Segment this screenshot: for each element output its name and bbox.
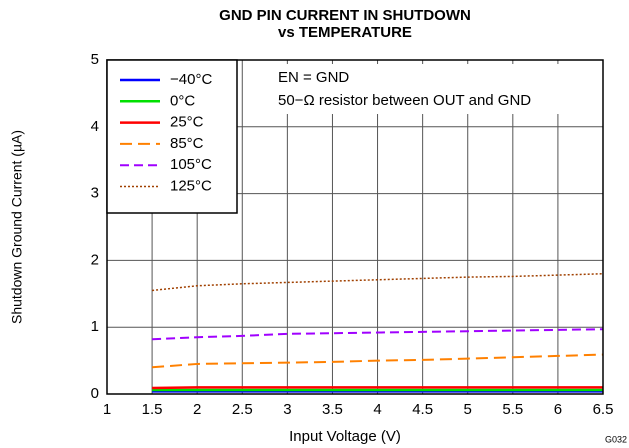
x-tick-label: 6.5 [593, 401, 614, 418]
y-tick-label: 3 [91, 185, 99, 202]
legend-label: −40°C [170, 71, 212, 88]
x-tick-label: 6 [554, 401, 562, 418]
x-tick-label: 5 [464, 401, 472, 418]
y-tick-label: 2 [91, 251, 99, 268]
y-axis-label: Shutdown Ground Current (µA) [9, 130, 25, 324]
x-tick-label: 4.5 [412, 401, 433, 418]
series-line [152, 328, 604, 341]
legend-box [106, 59, 238, 214]
legend-label: 125°C [170, 177, 212, 194]
annotation: EN = GND [278, 69, 349, 86]
x-tick-label: 2.5 [232, 401, 253, 418]
y-tick-label: 0 [91, 385, 99, 402]
chart-title: vs TEMPERATURE [278, 24, 412, 41]
y-tick-label: 4 [91, 118, 99, 135]
x-tick-label: 3.5 [322, 401, 343, 418]
legend-label: 85°C [170, 135, 204, 152]
annotation: 50−Ω resistor between OUT and GND [278, 92, 531, 109]
annotation-bg [270, 64, 600, 114]
x-tick-label: 2 [193, 401, 201, 418]
chart-title: GND PIN CURRENT IN SHUTDOWN [219, 7, 471, 24]
series-line [152, 353, 604, 369]
x-tick-label: 1.5 [142, 401, 163, 418]
x-tick-label: 3 [283, 401, 291, 418]
y-tick-label: 5 [91, 51, 99, 68]
legend-label: 0°C [170, 92, 195, 109]
figure-code: G032 [605, 434, 627, 444]
legend-label: 25°C [170, 114, 204, 131]
x-tick-label: 1 [103, 401, 111, 418]
plot-frame [106, 59, 604, 395]
y-tick-label: 1 [91, 318, 99, 335]
legend-label: 105°C [170, 156, 212, 173]
x-axis-label: Input Voltage (V) [289, 428, 401, 445]
x-tick-label: 5.5 [502, 401, 523, 418]
x-tick-label: 4 [373, 401, 381, 418]
series-line [152, 273, 604, 292]
series-line [152, 386, 603, 390]
